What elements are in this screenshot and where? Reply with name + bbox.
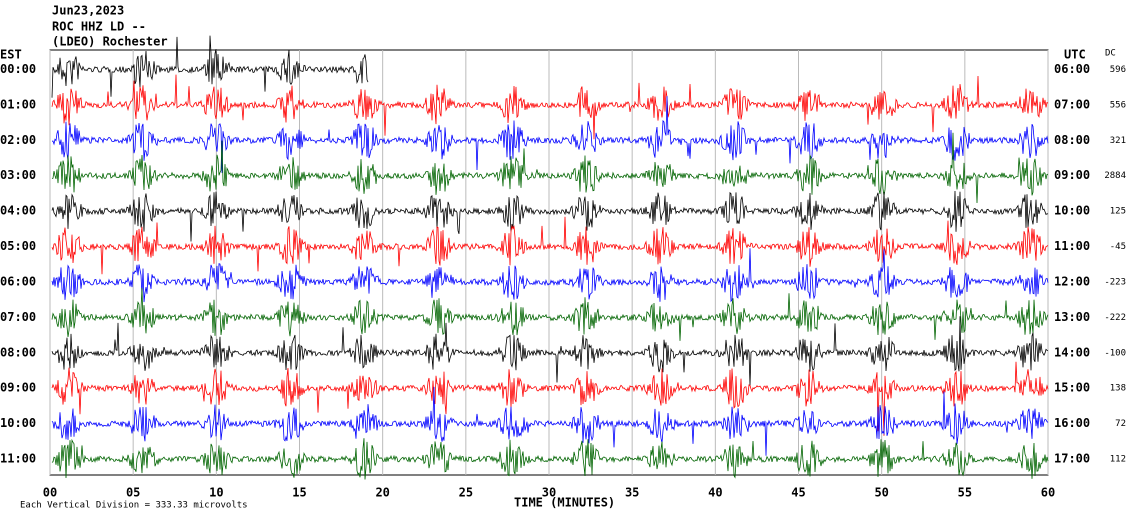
left-label: 01:00 [0,97,36,111]
dc-value: -100 [1104,348,1126,358]
x-tick-label: 45 [791,486,805,500]
title-line: (LDEO) Rochester [52,35,168,49]
x-tick-label: 40 [708,486,722,500]
dc-value: 556 [1110,100,1126,110]
dc-value: 72 [1115,419,1126,429]
x-tick-label: 60 [1041,486,1055,500]
dc-value: -222 [1104,313,1126,323]
dc-value: 2884 [1104,171,1126,181]
x-tick-label: 30 [542,486,556,500]
title-line: Jun23,2023 [52,4,124,18]
title-line: ROC HHZ LD -- [52,20,146,34]
x-tick-label: 25 [459,486,473,500]
trace [51,438,1049,480]
trace [51,74,1049,140]
trace [51,96,1049,173]
trace [51,361,1049,436]
dc-value: 138 [1110,384,1126,394]
dc-value: -45 [1110,242,1126,252]
right-label: 12:00 [1054,274,1090,288]
footer: Each Vertical Division = 333.33 microvol… [20,501,248,511]
x-tick-label: 00 [43,486,57,500]
left-label: 05:00 [0,239,36,253]
trace [51,190,1049,242]
x-axis-label: TIME (MINUTES) [514,496,615,510]
dc-value: 125 [1110,207,1126,217]
left-label: 00:00 [0,62,36,76]
right-label: 07:00 [1054,97,1090,111]
right-label: 15:00 [1054,381,1090,395]
trace [51,132,1049,204]
right-label: 06:00 [1054,62,1090,76]
right-label: 10:00 [1054,204,1090,218]
left-label: 04:00 [0,204,36,218]
dc-value: 112 [1110,455,1126,465]
x-tick-label: 50 [874,486,888,500]
left-header: EST [0,48,22,62]
trace [51,287,1049,341]
x-tick-label: 55 [958,486,972,500]
left-label: 09:00 [0,381,36,395]
dc-header: DC [1105,49,1116,59]
right-label: 16:00 [1054,416,1090,430]
right-label: 13:00 [1054,310,1090,324]
right-label: 11:00 [1054,239,1090,253]
trace [51,216,1049,275]
right-label: 08:00 [1054,133,1090,147]
left-label: 11:00 [0,452,36,466]
trace [51,248,1049,303]
x-tick-label: 05 [126,486,140,500]
dc-value: 321 [1110,136,1126,146]
left-label: 06:00 [0,274,36,288]
right-label: 09:00 [1054,168,1090,182]
right-header: UTC [1064,48,1086,62]
x-tick-label: 15 [292,486,306,500]
left-label: 03:00 [0,168,36,182]
x-tick-label: 20 [375,486,389,500]
x-tick-label: 35 [625,486,639,500]
trace [51,35,369,98]
left-label: 08:00 [0,345,36,359]
trace [51,316,1049,386]
left-label: 02:00 [0,133,36,147]
dc-value: 596 [1110,65,1126,75]
right-label: 17:00 [1054,452,1090,466]
x-tick-label: 10 [209,486,223,500]
left-label: 10:00 [0,416,36,430]
right-label: 14:00 [1054,345,1090,359]
trace [51,386,1049,456]
dc-value: -223 [1104,277,1126,287]
left-label: 07:00 [0,310,36,324]
